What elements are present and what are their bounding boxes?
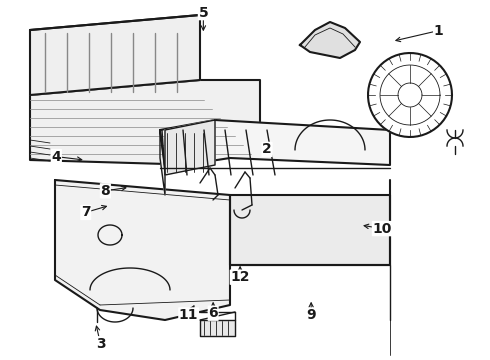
Text: 2: 2 — [262, 143, 272, 156]
Text: 7: 7 — [81, 206, 91, 219]
Polygon shape — [160, 130, 165, 195]
Text: 9: 9 — [306, 308, 316, 322]
Polygon shape — [200, 320, 235, 336]
Polygon shape — [230, 195, 390, 265]
Polygon shape — [30, 80, 260, 165]
Text: 11: 11 — [179, 308, 198, 322]
Text: 1: 1 — [434, 24, 443, 37]
Polygon shape — [160, 120, 390, 168]
Polygon shape — [55, 180, 230, 320]
Text: 10: 10 — [372, 222, 392, 235]
Text: 3: 3 — [96, 337, 105, 351]
Polygon shape — [30, 15, 200, 95]
Polygon shape — [165, 120, 215, 175]
Text: 4: 4 — [51, 150, 61, 163]
Text: 6: 6 — [208, 306, 218, 320]
Polygon shape — [300, 22, 360, 58]
Text: 8: 8 — [100, 184, 110, 198]
Polygon shape — [368, 53, 452, 137]
Text: 12: 12 — [230, 270, 250, 284]
Text: 5: 5 — [198, 6, 208, 19]
